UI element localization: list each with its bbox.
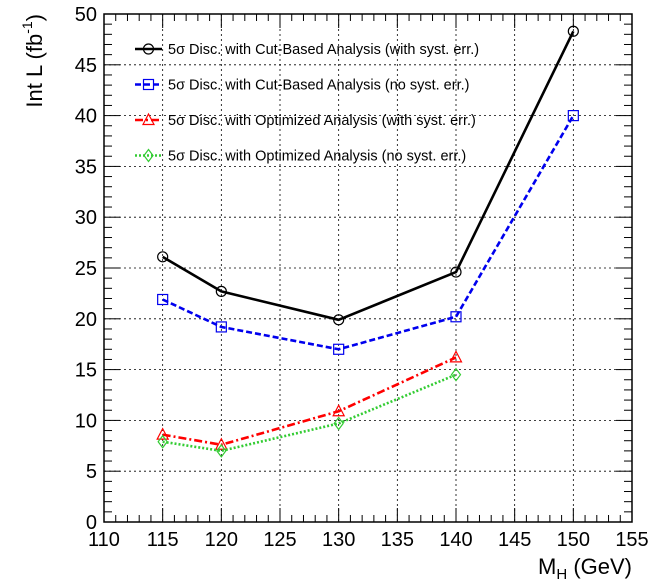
y-tick-label: 0 <box>86 512 97 534</box>
axis-ticks <box>103 13 633 523</box>
data-point <box>332 403 346 417</box>
series-line <box>162 356 457 447</box>
series-2 <box>157 109 579 355</box>
x-axis-label-sub: H <box>556 566 567 580</box>
legend-marker <box>142 43 155 55</box>
x-tick-label: 155 <box>615 529 648 551</box>
series-4 <box>157 367 462 458</box>
data-point <box>215 285 227 297</box>
legend-entry: 5σ Disc. with Cut-Based Analysis (with s… <box>168 42 479 58</box>
data-point <box>333 314 345 326</box>
series-3 <box>156 350 463 450</box>
data-point <box>567 109 579 122</box>
data-point <box>156 427 170 440</box>
x-tick-label: 125 <box>263 529 296 551</box>
series-line <box>162 30 575 322</box>
data-point <box>157 251 169 263</box>
data-point <box>214 437 228 450</box>
data-point <box>450 266 462 278</box>
legend-marker <box>142 112 155 126</box>
data-point <box>450 367 462 382</box>
x-tick-label: 110 <box>88 529 120 551</box>
x-tick-label: 150 <box>557 529 590 551</box>
x-tick-label: 115 <box>147 529 179 551</box>
x-tick-label: 145 <box>498 529 531 551</box>
series-line <box>162 114 575 351</box>
y-tick-label: 50 <box>75 4 97 26</box>
y-tick-label: 15 <box>75 360 97 382</box>
y-axis-label: Int L (fb-1) <box>19 14 47 108</box>
x-tick-label: 130 <box>322 529 355 551</box>
legend-entry: 5σ Disc. with Optimized Analysis (with s… <box>168 113 476 129</box>
y-axis-label-close: ) <box>22 14 47 21</box>
y-axis-label-sup: -1 <box>19 21 35 34</box>
series-1 <box>157 25 579 326</box>
legend-entry: 5σ Disc. with Optimized Analysis (no sys… <box>168 149 466 165</box>
series-line <box>162 373 457 453</box>
legend-marker <box>142 78 155 91</box>
data-point <box>157 434 168 449</box>
legend-marker <box>143 148 154 163</box>
y-tick-label: 25 <box>75 258 97 280</box>
tick-labels: 110 115 120 125 130 135 140 145 150 155 0 5 10 15 20 25… <box>75 4 649 551</box>
y-tick-label: 35 <box>75 156 97 178</box>
legend: 5σ Disc. with Cut-Based Analysis (with s… <box>135 42 479 165</box>
data-point <box>215 321 227 333</box>
y-tick-label: 30 <box>75 207 97 229</box>
data-point <box>333 416 344 431</box>
x-tick-label: 135 <box>381 529 414 551</box>
x-tick-label: 140 <box>439 529 472 551</box>
data-point <box>157 293 169 306</box>
series-layer <box>156 25 579 458</box>
y-tick-label: 40 <box>75 106 97 128</box>
data-point <box>450 311 462 323</box>
legend-entry: 5σ Disc. with Cut-Based Analysis (no sys… <box>168 78 469 94</box>
y-tick-label: 5 <box>86 461 97 483</box>
x-axis-label: MH (GeV) <box>538 554 632 580</box>
data-point <box>333 343 345 355</box>
x-axis-label-main: M <box>538 554 556 579</box>
data-point <box>449 350 463 363</box>
y-tick-label: 45 <box>75 55 97 77</box>
y-axis-label-main: Int L (fb <box>22 34 47 108</box>
x-tick-label: 120 <box>205 529 238 551</box>
y-tick-label: 10 <box>75 410 97 432</box>
y-tick-label: 20 <box>75 309 97 331</box>
data-point <box>216 443 227 458</box>
x-axis-label-unit: (GeV) <box>567 554 632 579</box>
